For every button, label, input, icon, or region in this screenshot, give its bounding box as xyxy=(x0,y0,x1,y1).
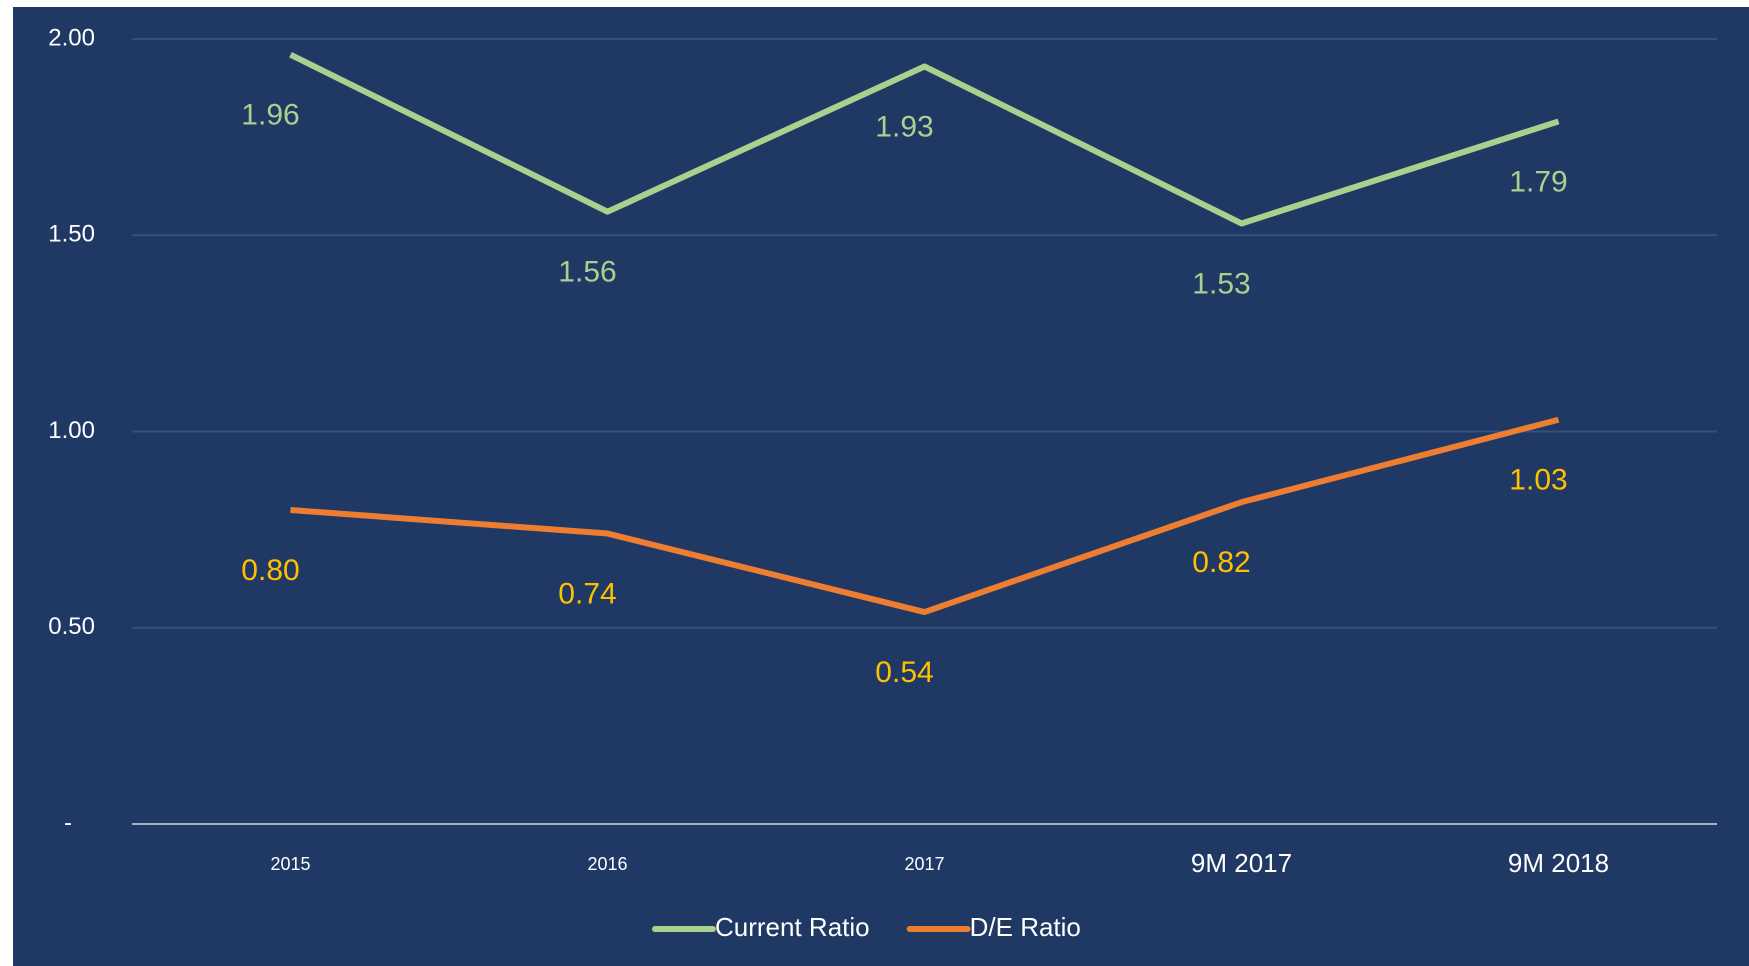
x-tick-label: 2015 xyxy=(270,854,310,874)
data-label: 0.74 xyxy=(558,577,616,610)
x-tick-label: 2017 xyxy=(904,854,944,874)
line-series xyxy=(290,416,1560,616)
y-tick-label: 1.00 xyxy=(48,417,95,444)
y-tick-label: 1.50 xyxy=(48,221,95,248)
y-tick-label: 0.50 xyxy=(48,613,95,640)
chart-background xyxy=(13,7,1749,966)
legend-label: Current Ratio xyxy=(715,912,870,942)
line-series xyxy=(289,52,1560,227)
x-tick-label: 9M 2018 xyxy=(1508,848,1609,878)
data-label: 1.93 xyxy=(875,110,933,143)
data-label: 1.96 xyxy=(241,99,299,132)
y-tick-label: 2.00 xyxy=(48,24,95,51)
y-tick-label: - xyxy=(64,809,72,836)
data-label: 1.56 xyxy=(558,256,616,289)
data-label: 1.53 xyxy=(1192,267,1250,300)
data-label: 0.80 xyxy=(241,554,299,587)
data-label: 0.54 xyxy=(875,656,933,689)
x-tick-label: 9M 2017 xyxy=(1191,848,1292,878)
x-tick-label: 2016 xyxy=(587,854,627,874)
legend-label: D/E Ratio xyxy=(970,912,1081,942)
data-label: 1.03 xyxy=(1509,464,1567,497)
data-label: 1.79 xyxy=(1509,165,1567,198)
data-label: 0.82 xyxy=(1192,546,1250,579)
